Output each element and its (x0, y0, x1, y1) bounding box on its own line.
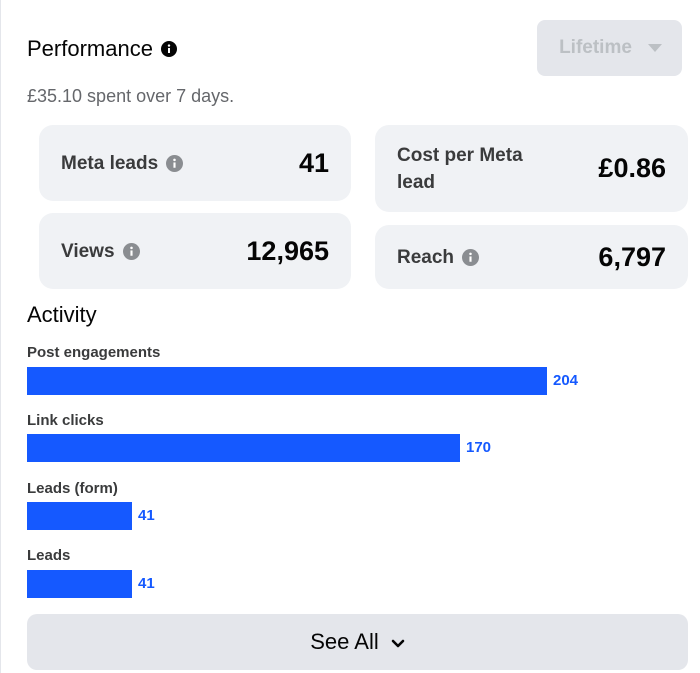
activity-bar-leads-form (27, 502, 132, 530)
metric-label-text: Reach (397, 246, 455, 268)
metric-label: Views (61, 238, 140, 265)
activity-bar-link-clicks (27, 434, 460, 462)
info-icon[interactable] (166, 154, 184, 172)
activity-value-leads: 41 (138, 575, 155, 592)
date-range-dropdown[interactable]: Lifetime (537, 20, 682, 76)
chevron-down-icon (391, 629, 405, 655)
performance-title-text: Performance (27, 36, 153, 61)
activity-value-leads-form: 41 (138, 507, 155, 524)
activity-label-leads-form: Leads (form) (27, 480, 118, 497)
performance-title: Performance (27, 34, 177, 64)
metric-label: Reach (397, 244, 480, 271)
activity-label-post-engagements: Post engagements (27, 344, 161, 361)
metric-label: Cost per Meta lead (397, 144, 523, 193)
metric-label-text: Views (61, 240, 115, 262)
metric-cost-per-lead: Cost per Meta lead £0.86 (375, 125, 688, 212)
metric-meta-leads: Meta leads 41 (39, 125, 351, 201)
spend-summary: £35.10 spent over 7 days. (27, 86, 235, 106)
metric-reach: Reach 6,797 (375, 225, 688, 289)
see-all-label: See All (310, 629, 379, 654)
info-icon[interactable] (122, 242, 140, 260)
activity-label-leads: Leads (27, 547, 71, 564)
activity-title: Activity (27, 302, 97, 327)
activity-bar-leads (27, 570, 132, 598)
activity-bar-post-engagements (27, 367, 547, 395)
metric-label-text: Meta leads (61, 152, 159, 174)
activity-value-link-clicks: 170 (466, 439, 492, 456)
metric-value: £0.86 (598, 153, 666, 183)
metric-value: 12,965 (246, 235, 329, 266)
metric-value: 6,797 (598, 241, 666, 272)
caret-down-icon (647, 37, 662, 59)
activity-value-post-engagements: 204 (553, 372, 579, 389)
date-range-selected: Lifetime (559, 37, 632, 58)
metric-value: 41 (298, 147, 329, 178)
activity-label-link-clicks: Link clicks (27, 412, 104, 429)
info-icon[interactable] (160, 41, 177, 57)
info-icon[interactable] (462, 248, 480, 266)
metric-label: Meta leads (61, 150, 184, 177)
see-all-button[interactable]: See All (27, 614, 688, 670)
metric-views: Views 12,965 (39, 213, 351, 289)
